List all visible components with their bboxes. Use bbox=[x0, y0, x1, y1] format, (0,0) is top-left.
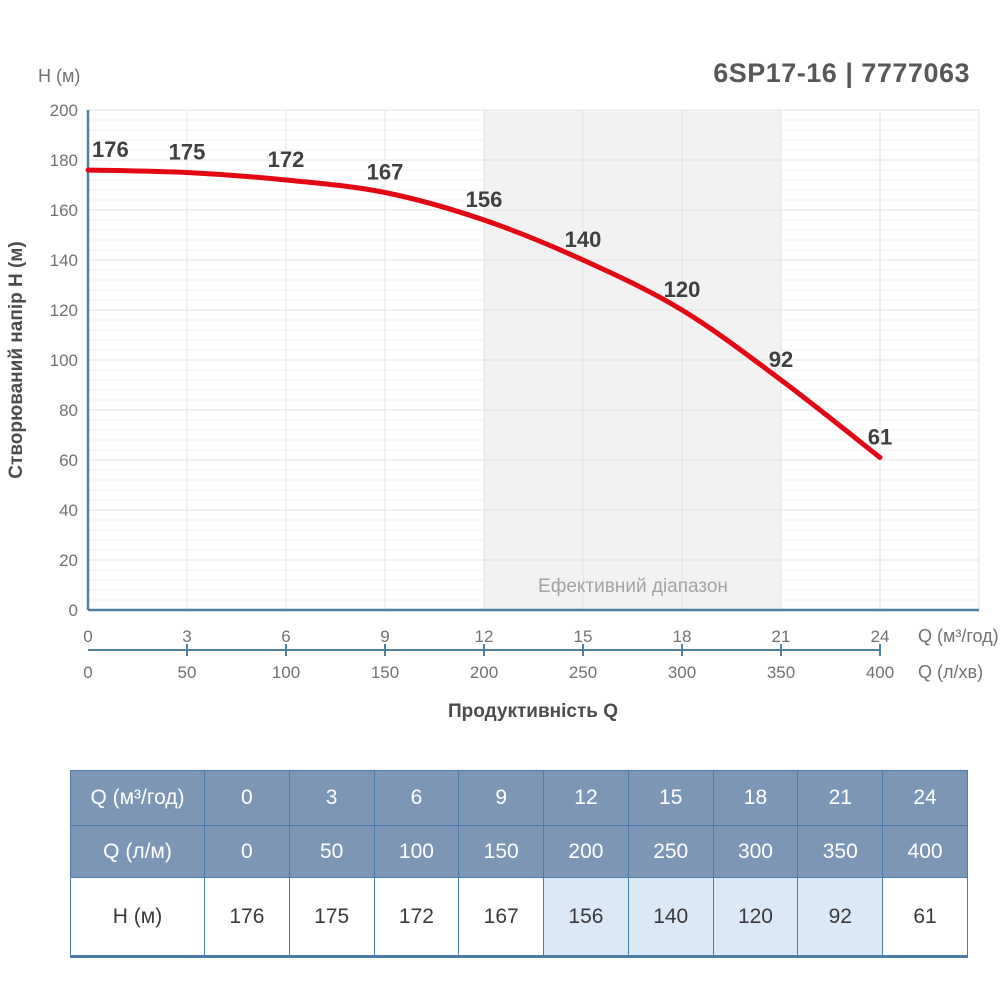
table-cell: 100 bbox=[373, 825, 460, 878]
data-point-label: 61 bbox=[868, 425, 892, 450]
table-cell: 176 bbox=[204, 877, 290, 957]
x-tick-label-primary: 3 bbox=[182, 627, 191, 646]
pump-curve-chart: 0204060801001201401601802000035061009150… bbox=[6, 58, 999, 722]
x-unit-primary-label: Q (м³/год) bbox=[918, 626, 999, 646]
table-cell: 175 bbox=[288, 877, 375, 957]
table-cell: 0 bbox=[204, 770, 290, 826]
x-tick-label-primary: 21 bbox=[772, 627, 791, 646]
data-point-label: 92 bbox=[769, 347, 793, 372]
data-point-label: 167 bbox=[367, 160, 404, 185]
x-tick-label-secondary: 100 bbox=[272, 663, 300, 682]
y-tick-label: 100 bbox=[50, 351, 78, 370]
data-labels-group: 176 175 172 167 156 140 120 92 61 bbox=[92, 137, 892, 450]
row-label-cell: Q (л/м) bbox=[70, 825, 205, 878]
y-tick-label: 160 bbox=[50, 201, 78, 220]
data-point-label: 156 bbox=[466, 187, 503, 212]
table-cell: 3 bbox=[288, 770, 375, 826]
data-point-label: 120 bbox=[664, 277, 701, 302]
y-tick-label: 200 bbox=[50, 101, 78, 120]
pump-data-table: Q (м³/год) 0 3 6 9 12 15 18 21 24 Q (л/м) 0 50 100 150… bbox=[70, 770, 968, 958]
x-tick-label-secondary: 400 bbox=[866, 663, 894, 682]
table-cell: 24 bbox=[882, 770, 968, 826]
table-cell: 92 bbox=[797, 877, 884, 957]
table-cell: 400 bbox=[882, 825, 968, 878]
data-point-label: 176 bbox=[92, 137, 129, 162]
y-tick-label: 180 bbox=[50, 151, 78, 170]
x-tick-label-secondary: 350 bbox=[767, 663, 795, 682]
x-tick-label-primary: 0 bbox=[83, 627, 92, 646]
data-point-label: 172 bbox=[268, 147, 305, 172]
y-tick-label: 0 bbox=[69, 601, 78, 620]
table-cell: 300 bbox=[712, 825, 799, 878]
table-cell: 0 bbox=[204, 825, 290, 878]
x-tick-label-primary: 15 bbox=[574, 627, 593, 646]
y-tick-label: 80 bbox=[59, 401, 78, 420]
x-tick-label-secondary: 50 bbox=[178, 663, 197, 682]
table-row: H (м) 176 175 172 167 156 140 120 92 61 bbox=[70, 877, 968, 957]
table-cell: 150 bbox=[458, 825, 545, 878]
table-row: Q (м³/год) 0 3 6 9 12 15 18 21 24 bbox=[70, 770, 968, 826]
table-row: Q (л/м) 0 50 100 150 200 250 300 350 400 bbox=[70, 825, 968, 878]
table-cell: 21 bbox=[797, 770, 884, 826]
table-cell: 120 bbox=[712, 877, 799, 957]
data-point-label: 140 bbox=[565, 227, 602, 252]
gridlines-group bbox=[88, 109, 980, 610]
axes-group bbox=[86, 110, 979, 656]
data-point-label: 175 bbox=[169, 140, 206, 165]
curve-group bbox=[85, 167, 883, 460]
table-cell: 9 bbox=[458, 770, 545, 826]
x-tick-label-primary: 6 bbox=[281, 627, 290, 646]
chart-title: 6SP17-16 | 7777063 bbox=[713, 58, 970, 88]
x-tick-label-primary: 18 bbox=[673, 627, 692, 646]
table-cell: 12 bbox=[543, 770, 629, 826]
pump-curve bbox=[85, 167, 883, 460]
y-axis-unit-label: H (м) bbox=[38, 66, 80, 86]
table-cell: 140 bbox=[627, 877, 714, 957]
table-cell: 350 bbox=[797, 825, 884, 878]
y-tick-label: 120 bbox=[50, 301, 78, 320]
effective-range-label: Ефективний діапазон bbox=[538, 576, 728, 597]
y-tick-label: 140 bbox=[50, 251, 78, 270]
x-tick-label-primary: 12 bbox=[475, 627, 494, 646]
table-cell: 172 bbox=[373, 877, 460, 957]
table-cell: 200 bbox=[543, 825, 629, 878]
y-axis-title: Створюваний напір H (м) bbox=[6, 241, 27, 478]
x-tick-label-secondary: 300 bbox=[668, 663, 696, 682]
y-tick-label: 60 bbox=[59, 451, 78, 470]
x-tick-label-secondary: 250 bbox=[569, 663, 597, 682]
table-cell: 50 bbox=[288, 825, 375, 878]
tick-labels-group: 0204060801001201401601802000035061009150… bbox=[50, 101, 895, 682]
row-label-cell: H (м) bbox=[70, 877, 205, 957]
x-axis-title: Продуктивність Q bbox=[448, 701, 618, 722]
row-label-cell: Q (м³/год) bbox=[70, 770, 205, 826]
y-tick-label: 40 bbox=[59, 501, 78, 520]
table-cell: 15 bbox=[627, 770, 714, 826]
x-tick-label-secondary: 0 bbox=[83, 663, 92, 682]
x-tick-label-primary: 24 bbox=[871, 627, 890, 646]
table-cell: 167 bbox=[458, 877, 545, 957]
y-tick-label: 20 bbox=[59, 551, 78, 570]
table-cell: 61 bbox=[882, 877, 968, 957]
table-cell: 250 bbox=[627, 825, 714, 878]
table-body: Q (м³/год) 0 3 6 9 12 15 18 21 24 Q (л/м) 0 50 100 150… bbox=[70, 770, 968, 957]
table-cell: 6 bbox=[373, 770, 460, 826]
x-tick-label-secondary: 200 bbox=[470, 663, 498, 682]
x-tick-label-primary: 9 bbox=[380, 627, 389, 646]
table-cell: 156 bbox=[543, 877, 629, 957]
x-unit-secondary-label: Q (л/хв) bbox=[918, 662, 983, 682]
table-cell: 18 bbox=[712, 770, 799, 826]
x-tick-label-secondary: 150 bbox=[371, 663, 399, 682]
